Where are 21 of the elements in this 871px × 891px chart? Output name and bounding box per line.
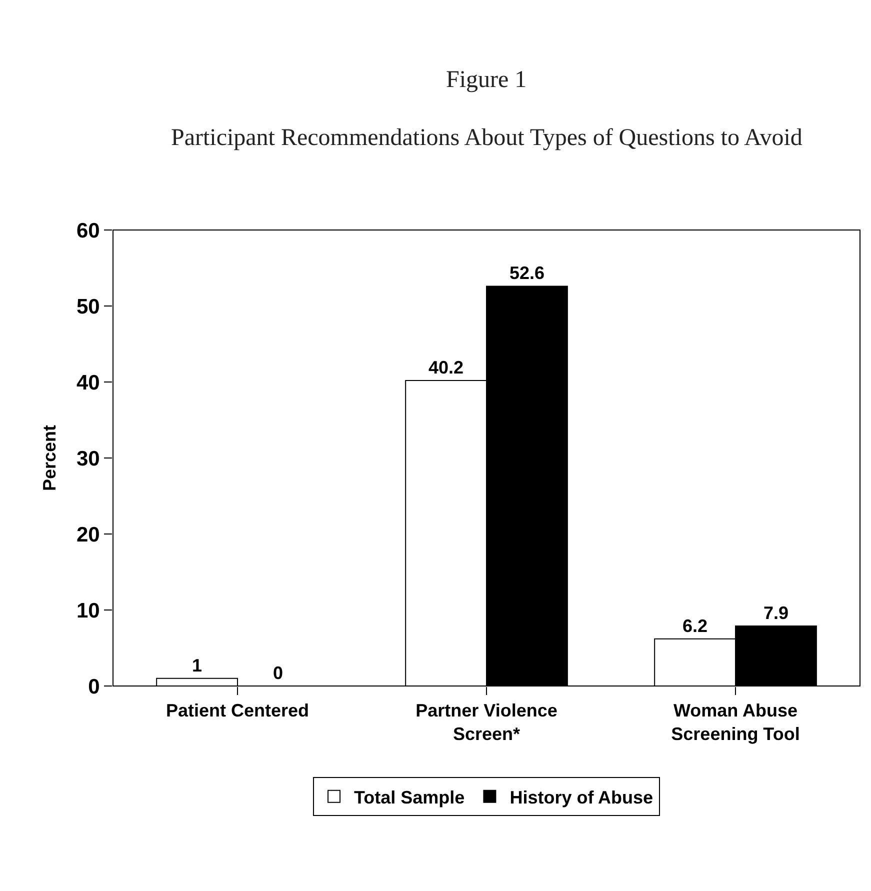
legend-label: Total Sample: [354, 787, 465, 808]
x-tick-label: Patient Centered: [166, 700, 310, 721]
chart-title: Figure 1: [446, 67, 527, 93]
data-label: 7.9: [763, 602, 788, 623]
y-tick-label: 60: [76, 219, 100, 242]
data-label: 6.2: [682, 616, 708, 636]
y-tick-label: 30: [76, 447, 100, 470]
y-tick-label: 40: [76, 371, 100, 394]
y-axis-title: Percent: [40, 424, 60, 492]
y-tick-label: 10: [76, 599, 100, 622]
y-tick-label: 50: [76, 295, 100, 318]
data-label: 0: [272, 663, 283, 683]
data-label: 52.6: [509, 263, 544, 284]
data-label: 1: [192, 655, 202, 676]
x-tick-label: Woman Abuse Screening Tool: [671, 700, 800, 744]
y-tick-label: 20: [76, 523, 100, 546]
data-label: 40.2: [428, 357, 464, 378]
y-tick-label: 0: [88, 675, 100, 698]
chart-subtitle: Participant Recommendations About Types of Questions to Avoid: [171, 125, 802, 151]
x-tick-label: Partner Violence Screen*: [416, 700, 558, 744]
legend-label: History of Abuse: [510, 787, 654, 808]
